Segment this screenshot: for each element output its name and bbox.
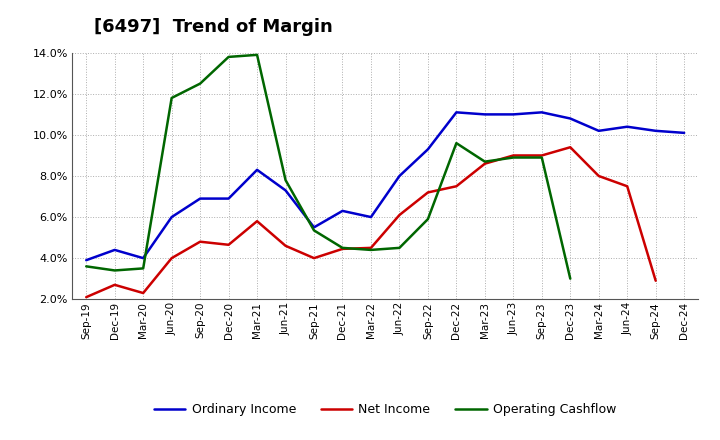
Net Income <box>282 243 290 249</box>
Operating Cashflow <box>480 159 489 164</box>
Line: Operating Cashflow: Operating Cashflow <box>86 55 570 279</box>
Ordinary Income <box>253 167 261 172</box>
Ordinary Income <box>623 124 631 129</box>
Ordinary Income <box>139 256 148 261</box>
Net Income <box>652 278 660 283</box>
Net Income <box>196 239 204 244</box>
Operating Cashflow <box>282 177 290 183</box>
Operating Cashflow <box>509 155 518 160</box>
Net Income <box>623 183 631 189</box>
Net Income <box>566 145 575 150</box>
Ordinary Income <box>110 247 119 253</box>
Net Income <box>110 282 119 287</box>
Line: Net Income: Net Income <box>86 147 656 297</box>
Ordinary Income <box>423 147 432 152</box>
Net Income <box>167 256 176 261</box>
Net Income <box>509 153 518 158</box>
Operating Cashflow <box>537 155 546 160</box>
Ordinary Income <box>196 196 204 201</box>
Operating Cashflow <box>395 245 404 250</box>
Net Income <box>595 173 603 179</box>
Net Income <box>253 219 261 224</box>
Text: [6497]  Trend of Margin: [6497] Trend of Margin <box>94 18 333 36</box>
Ordinary Income <box>167 214 176 220</box>
Net Income <box>452 183 461 189</box>
Ordinary Income <box>566 116 575 121</box>
Net Income <box>537 153 546 158</box>
Ordinary Income <box>680 130 688 136</box>
Operating Cashflow <box>196 81 204 86</box>
Net Income <box>225 242 233 247</box>
Legend: Ordinary Income, Net Income, Operating Cashflow: Ordinary Income, Net Income, Operating C… <box>149 398 621 421</box>
Ordinary Income <box>452 110 461 115</box>
Net Income <box>423 190 432 195</box>
Ordinary Income <box>338 208 347 213</box>
Operating Cashflow <box>566 276 575 281</box>
Line: Ordinary Income: Ordinary Income <box>86 112 684 260</box>
Ordinary Income <box>595 128 603 133</box>
Ordinary Income <box>310 225 318 230</box>
Operating Cashflow <box>82 264 91 269</box>
Ordinary Income <box>82 257 91 263</box>
Net Income <box>338 246 347 252</box>
Operating Cashflow <box>167 95 176 101</box>
Ordinary Income <box>480 112 489 117</box>
Ordinary Income <box>225 196 233 201</box>
Ordinary Income <box>395 173 404 179</box>
Ordinary Income <box>537 110 546 115</box>
Net Income <box>480 161 489 166</box>
Operating Cashflow <box>225 54 233 59</box>
Operating Cashflow <box>366 247 375 253</box>
Operating Cashflow <box>423 216 432 222</box>
Operating Cashflow <box>139 266 148 271</box>
Ordinary Income <box>282 188 290 193</box>
Net Income <box>139 290 148 296</box>
Operating Cashflow <box>110 268 119 273</box>
Ordinary Income <box>366 214 375 220</box>
Net Income <box>310 256 318 261</box>
Operating Cashflow <box>310 228 318 233</box>
Operating Cashflow <box>253 52 261 58</box>
Net Income <box>395 213 404 218</box>
Operating Cashflow <box>452 140 461 146</box>
Net Income <box>82 294 91 300</box>
Operating Cashflow <box>338 245 347 250</box>
Ordinary Income <box>509 112 518 117</box>
Net Income <box>366 245 375 250</box>
Ordinary Income <box>652 128 660 133</box>
